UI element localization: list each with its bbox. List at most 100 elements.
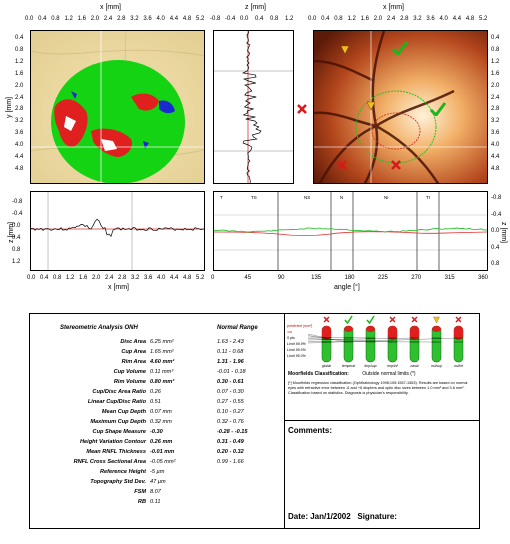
axis-tick-label: 2.8: [118, 275, 127, 281]
stats-label: Disc Area: [120, 339, 146, 345]
stats-label: Cup Area: [121, 349, 146, 355]
stats-value: 0.11 mm³: [150, 369, 174, 375]
axis-tick-label: 4.0: [156, 16, 165, 22]
axis-tick-label: 0.0: [25, 16, 34, 22]
axis-tick-label: 2.0: [491, 82, 500, 89]
stats-label: Rim Area: [121, 359, 146, 365]
axis-tick-label: 4.8: [465, 16, 475, 22]
warning-mark-icon: [340, 45, 350, 55]
stats-value: 0.51: [150, 399, 161, 405]
cross-mark-icon: [337, 160, 347, 170]
cross-mark-icon: [389, 316, 396, 323]
axis-tick-label: 0.0: [27, 275, 36, 281]
axis-tick-label: 3.2: [130, 16, 139, 22]
moorfields-legend-item: predicted (mm²): [286, 324, 312, 328]
stats-value: -0.05 mm²: [150, 459, 176, 465]
warning-mark-icon: [366, 101, 376, 111]
moorfields-column-label: tmp/inf: [387, 364, 398, 368]
axis-tick-label: 360: [478, 275, 489, 281]
stats-normal-range: 0.07 - 0.30: [217, 389, 244, 395]
axis-tick-label: 0.8: [491, 46, 500, 53]
moorfields-bar-risk: [344, 326, 353, 332]
axis-tick-label: 3.6: [144, 275, 153, 281]
comments-field[interactable]: [288, 436, 476, 502]
axis-tick-label: 0.4: [491, 35, 500, 41]
axis-tick-label: 0.8: [51, 16, 60, 22]
stereometric-analysis: Stereometric Analysis ONH Normal Range D…: [30, 314, 285, 528]
horizontal-height-profile: [30, 191, 205, 271]
axis-tick-label: 0: [211, 275, 215, 281]
sector-label: NS: [304, 195, 311, 200]
axis-tick-label: 0.0: [12, 223, 21, 229]
stats-row: RB 0.11: [30, 499, 284, 508]
stats-row: Rim Volume 0.80 mm³ 0.30 - 0.61: [30, 379, 284, 388]
stats-row: Disc Area 6.25 mm² 1.63 - 2.43: [30, 339, 284, 348]
axis-tick-label: 0.4: [12, 235, 21, 241]
axis-tick-label: 2.8: [491, 106, 500, 113]
horizontal-profile-svg: [31, 192, 204, 270]
classification-value: Outside normal limits (*): [362, 371, 416, 377]
warning-mark-icon: [433, 316, 440, 324]
stats-title: Stereometric Analysis ONH: [60, 325, 138, 331]
topography-image[interactable]: [30, 30, 205, 184]
stats-row: Height Variation Contour 0.26 mm 0.31 - 0.…: [30, 439, 284, 448]
axis-tick-label: 2.0: [90, 16, 100, 22]
stats-normal-range: 0.20 - 0.32: [217, 449, 244, 455]
axis-tick-label: 3.2: [491, 118, 500, 125]
axis-tick-label: 3.2: [413, 16, 422, 22]
axis-tick-label: 0.0: [308, 16, 317, 22]
stats-row: Mean RNFL Thickness -0.01 mm 0.20 - 0.32: [30, 449, 284, 458]
stats-normal-range: 1.31 - 1.96: [217, 359, 244, 365]
moorfields-legend-item: Limit 99.0%: [287, 348, 307, 352]
stats-value: 0.26: [150, 389, 161, 395]
stats-label: Rim Volume: [113, 379, 146, 385]
axis-tick-label: 225: [377, 275, 388, 281]
axis-tick-label: 4.0: [439, 16, 448, 22]
moorfields-pointer-line: [307, 341, 437, 343]
analysis-report: Stereometric Analysis ONH Normal Range D…: [29, 313, 480, 529]
contour-height-graph: T TS NS N NI TI: [213, 191, 488, 271]
bottom-right-z-axis-title: z [mm]: [500, 222, 507, 243]
axis-tick-label: 0.8: [53, 275, 62, 281]
moorfields-pointer-line: [307, 335, 349, 343]
stats-value: 0.32 mm: [150, 419, 172, 425]
axis-tick-label: 1.6: [15, 70, 24, 77]
top-left-y-axis-title: y [mm]: [6, 97, 13, 118]
axis-tick-label: 2.0: [373, 16, 383, 22]
stats-value: 8.07: [150, 489, 161, 495]
moorfields-pointer-line: [307, 337, 459, 344]
axis-tick-label: 0.4: [491, 244, 500, 251]
axis-tick-label: 3.6: [491, 130, 500, 137]
axis-tick-label: 4.4: [170, 275, 179, 281]
axis-tick-label: 4.8: [491, 166, 500, 172]
sector-label: NI: [384, 195, 389, 200]
axis-tick-label: 180: [344, 275, 355, 281]
axis-tick-label: 0.8: [15, 46, 24, 53]
moorfields-column-label: nsl/inf: [454, 364, 464, 368]
moorfields-bar-risk: [366, 326, 375, 332]
stats-normal-range: -0.28 - -0.15: [217, 429, 248, 435]
stats-label: FSM: [134, 489, 146, 495]
axis-tick-label: 4.0: [15, 142, 24, 149]
stats-label: Cup Volume: [113, 369, 146, 375]
axis-tick-label: 3.2: [131, 275, 140, 281]
moorfields-classification: Moorfields Classification: Outside norma…: [288, 371, 416, 377]
axis-tick-label: 270: [411, 275, 422, 281]
axis-tick-label: 4.8: [15, 166, 24, 172]
axis-tick-label: 3.6: [15, 130, 24, 137]
reflectance-image[interactable]: [313, 30, 488, 184]
axis-tick-label: 2.0: [92, 275, 101, 281]
sector-label: T: [220, 195, 223, 200]
axis-tick-label: 4.0: [491, 142, 500, 149]
axis-tick-label: 2.4: [491, 94, 500, 101]
axis-tick-label: 1.2: [491, 58, 500, 65]
stats-label: Mean Cup Depth: [101, 409, 146, 415]
check-mark-icon: [392, 41, 408, 55]
axis-tick-label: 1.2: [347, 16, 356, 22]
comments-label: Comments:: [288, 426, 333, 435]
axis-tick-label: -0.8: [210, 16, 221, 22]
axis-tick-label: 1.2: [12, 259, 21, 265]
stats-label: Maximum Cup Depth: [90, 419, 146, 425]
moorfields-bar-chart: predicted (mm²) <m 5 pts Limit 99.9% Limit 9…: [286, 315, 464, 368]
stats-value: 1.65 mm²: [150, 349, 174, 355]
